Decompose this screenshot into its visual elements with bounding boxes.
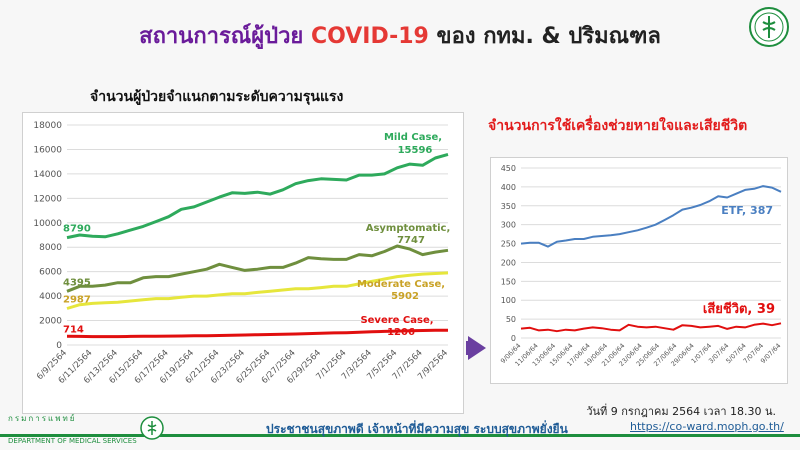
right-chart-heading: จำนวนการใช้เครื่องช่วยหายใจและเสียชีวิต: [488, 118, 748, 134]
severity-chart-panel: 0 2000 4000 6000 8000 10000 12000 14000 16000 180…: [22, 112, 464, 414]
title-part-area: ของ กทม. & ปริมณฑล: [436, 24, 661, 49]
series-name-label: Moderate Case,: [357, 279, 445, 290]
series-name-label: Asymptomatic,: [366, 223, 451, 234]
series-name-label: เสียชีวิต, 39: [703, 301, 775, 317]
ventilator-chart-panel: 0 50 100 150 200 250 300 350 400 450 9/06/64 11/06/…: [490, 157, 788, 384]
y-tick-label: 400: [501, 183, 516, 192]
severity-line-chart: 0 2000 4000 6000 8000 10000 12000 14000 16000 180…: [33, 121, 451, 386]
y-tick-label: 350: [501, 202, 516, 211]
y-tick-label: 100: [501, 296, 516, 305]
y-tick-label: 200: [501, 258, 516, 267]
y-tick-label: 10000: [33, 219, 62, 229]
y-tick-label: 14000: [33, 170, 62, 180]
y-tick-label: 300: [501, 221, 516, 230]
y-tick-label: 8000: [39, 243, 62, 253]
y-tick-label: 0: [56, 341, 62, 351]
y-tick-label: 18000: [33, 121, 62, 131]
series-line: [520, 185, 782, 248]
y-tick-label: 250: [501, 240, 516, 249]
series-line: [520, 322, 782, 333]
series-start-label: 714: [63, 324, 84, 335]
series-line: [66, 244, 449, 293]
series-name-label: Severe Case,: [360, 315, 433, 326]
series-value-label: 15596: [398, 145, 433, 156]
series-line: [66, 271, 449, 310]
ministry-logo-icon: [749, 7, 789, 47]
department-name-english: DEPARTMENT OF MEDICAL SERVICES: [8, 437, 137, 445]
series-value-label: 5902: [391, 291, 419, 302]
footer-slogan: ประชาชนสุขภาพดี เจ้าหน้าที่มีความสุข ระบ…: [266, 422, 568, 436]
series-value-label: 1206: [387, 327, 415, 338]
footer-logo-icon: [140, 416, 164, 440]
y-tick-label: 0: [511, 334, 516, 343]
footer-url-link[interactable]: https://co-ward.moph.go.th/: [630, 420, 784, 433]
y-tick-label: 16000: [33, 145, 62, 155]
page-title: สถานการณ์ผู้ป่วย COVID-19 ของ กทม. & ปริ…: [0, 18, 800, 53]
series-start-label: 4395: [63, 277, 91, 288]
series-value-label: 7747: [397, 235, 425, 246]
y-tick-label: 4000: [39, 292, 62, 302]
y-tick-label: 2000: [39, 317, 62, 327]
series-name-label: ETF, 387: [721, 204, 773, 217]
title-part-covid: COVID-19: [310, 24, 429, 49]
left-chart-heading: จำนวนผู้ป่วยจำแนกตามระดับความรุนแรง: [90, 89, 344, 105]
y-tick-label: 50: [506, 315, 516, 324]
right-arrow-icon: [468, 336, 486, 360]
footer-divider: [0, 434, 800, 437]
title-part-thai: สถานการณ์ผู้ป่วย: [139, 24, 304, 49]
date-note: วันที่ 9 กรกฎาคม 2564 เวลา 18.30 น.: [586, 405, 776, 418]
series-start-label: 2987: [63, 294, 91, 305]
y-tick-label: 6000: [39, 268, 62, 278]
series-start-label: 8790: [63, 224, 91, 235]
y-tick-label: 150: [501, 277, 516, 286]
y-tick-label: 450: [501, 164, 516, 173]
series-line: [66, 328, 448, 339]
series-line: [66, 152, 449, 240]
y-tick-label: 12000: [33, 194, 62, 204]
ventilator-line-chart: 0501001502002503003504004509/06/6411/06/…: [499, 164, 782, 368]
series-name-label: Mild Case,: [384, 132, 442, 143]
department-name-thai: กรมการแพทย์: [8, 414, 77, 423]
